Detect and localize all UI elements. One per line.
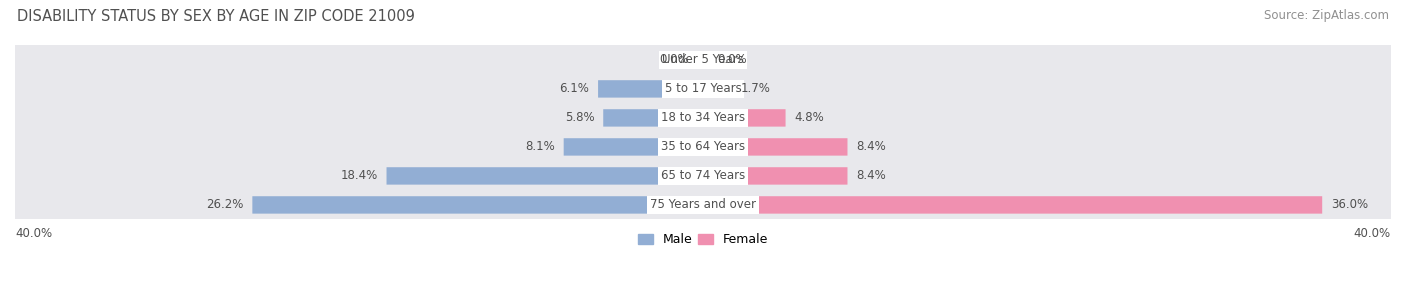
FancyBboxPatch shape xyxy=(10,126,1396,168)
Text: 8.4%: 8.4% xyxy=(856,169,886,182)
Legend: Male, Female: Male, Female xyxy=(633,229,773,251)
Text: 8.4%: 8.4% xyxy=(856,140,886,154)
Text: Under 5 Years: Under 5 Years xyxy=(662,54,744,66)
FancyBboxPatch shape xyxy=(703,196,1322,214)
FancyBboxPatch shape xyxy=(603,109,703,126)
FancyBboxPatch shape xyxy=(387,167,703,185)
FancyBboxPatch shape xyxy=(703,167,848,185)
FancyBboxPatch shape xyxy=(10,67,1396,110)
FancyBboxPatch shape xyxy=(564,138,703,156)
Text: 18.4%: 18.4% xyxy=(340,169,378,182)
Text: 5 to 17 Years: 5 to 17 Years xyxy=(665,82,741,95)
Text: DISABILITY STATUS BY SEX BY AGE IN ZIP CODE 21009: DISABILITY STATUS BY SEX BY AGE IN ZIP C… xyxy=(17,9,415,24)
FancyBboxPatch shape xyxy=(703,138,848,156)
Text: 0.0%: 0.0% xyxy=(659,54,689,66)
Text: 40.0%: 40.0% xyxy=(15,227,52,240)
Text: 1.7%: 1.7% xyxy=(741,82,770,95)
Text: 40.0%: 40.0% xyxy=(1354,227,1391,240)
FancyBboxPatch shape xyxy=(252,196,703,214)
Text: 5.8%: 5.8% xyxy=(565,111,595,124)
Text: 65 to 74 Years: 65 to 74 Years xyxy=(661,169,745,182)
FancyBboxPatch shape xyxy=(10,38,1396,81)
Text: 0.0%: 0.0% xyxy=(717,54,747,66)
Text: 18 to 34 Years: 18 to 34 Years xyxy=(661,111,745,124)
FancyBboxPatch shape xyxy=(703,80,733,98)
Text: 35 to 64 Years: 35 to 64 Years xyxy=(661,140,745,154)
Text: 26.2%: 26.2% xyxy=(207,199,243,211)
FancyBboxPatch shape xyxy=(10,96,1396,139)
FancyBboxPatch shape xyxy=(598,80,703,98)
Text: 75 Years and over: 75 Years and over xyxy=(650,199,756,211)
FancyBboxPatch shape xyxy=(10,154,1396,197)
Text: 6.1%: 6.1% xyxy=(560,82,589,95)
Text: 4.8%: 4.8% xyxy=(794,111,824,124)
Text: Source: ZipAtlas.com: Source: ZipAtlas.com xyxy=(1264,9,1389,22)
Text: 36.0%: 36.0% xyxy=(1331,199,1368,211)
FancyBboxPatch shape xyxy=(10,184,1396,226)
FancyBboxPatch shape xyxy=(703,109,786,126)
Text: 8.1%: 8.1% xyxy=(526,140,555,154)
